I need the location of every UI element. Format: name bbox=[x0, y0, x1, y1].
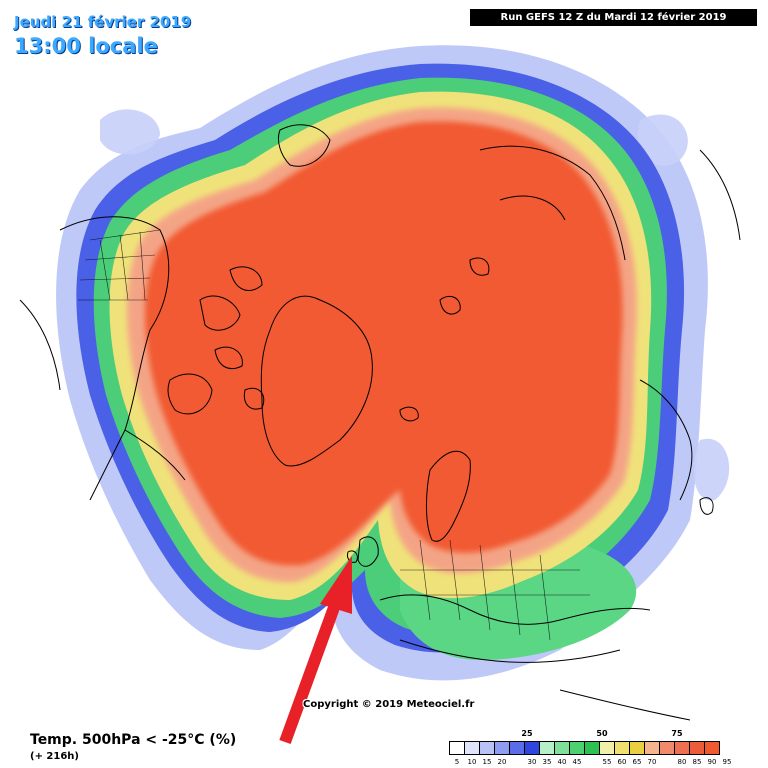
legend-swatch bbox=[704, 741, 720, 755]
legend-swatch bbox=[584, 741, 600, 755]
legend-minor-label: 45 bbox=[572, 758, 582, 766]
legend-swatch bbox=[689, 741, 705, 755]
legend-swatch bbox=[479, 741, 495, 755]
legend-minor-label: 30 bbox=[527, 758, 537, 766]
legend-minor-label: 95 bbox=[722, 758, 732, 766]
legend-swatch bbox=[674, 741, 690, 755]
legend-color-bar bbox=[449, 741, 720, 755]
red-arrow bbox=[279, 556, 352, 745]
legend-major-label: 25 bbox=[521, 729, 533, 738]
legend-swatch bbox=[569, 741, 585, 755]
legend-minor-label: 35 bbox=[542, 758, 552, 766]
core-zone bbox=[145, 121, 623, 566]
legend-swatch bbox=[509, 741, 525, 755]
legend-major-label: 75 bbox=[671, 729, 683, 738]
legend-minor-label: 65 bbox=[632, 758, 642, 766]
legend-minor-label: 40 bbox=[557, 758, 567, 766]
coastlines bbox=[19, 124, 741, 721]
forecast-time: 13:00 locale bbox=[14, 34, 158, 58]
legend-swatch bbox=[539, 741, 555, 755]
legend-minor-label: 60 bbox=[617, 758, 627, 766]
legend-swatch bbox=[554, 741, 570, 755]
legend-minor-label: 90 bbox=[707, 758, 717, 766]
color-legend: 25 50 75 5 10 15 20 30 35 40 45 55 60 65 70 80 85 90 95 bbox=[449, 729, 752, 766]
legend-minor-label: 15 bbox=[482, 758, 492, 766]
legend-swatch bbox=[449, 741, 465, 755]
legend-minor-label: 5 bbox=[454, 758, 460, 766]
copyright: Copyright © 2019 Meteociel.fr bbox=[303, 699, 475, 710]
legend-swatch bbox=[464, 741, 480, 755]
legend-swatch bbox=[629, 741, 645, 755]
legend-minor-label: 55 bbox=[602, 758, 612, 766]
internal-borders bbox=[78, 229, 590, 641]
legend-minor-label: 10 bbox=[467, 758, 477, 766]
outer-blue-patches bbox=[100, 109, 730, 501]
legend-swatch bbox=[494, 741, 510, 755]
legend-minor-label: 80 bbox=[677, 758, 687, 766]
legend-swatch bbox=[524, 741, 540, 755]
lead-time: (+ 216h) bbox=[30, 751, 79, 762]
legend-swatch bbox=[644, 741, 660, 755]
forecast-date: Jeudi 21 février 2019 bbox=[14, 13, 192, 31]
legend-minor-label: 20 bbox=[497, 758, 507, 766]
legend-minor-label: 85 bbox=[692, 758, 702, 766]
run-info: Run GEFS 12 Z du Mardi 12 février 2019 bbox=[470, 9, 757, 26]
legend-swatch bbox=[599, 741, 615, 755]
parameter-title: Temp. 500hPa < -25°C (%) bbox=[30, 732, 237, 748]
legend-major-label: 50 bbox=[596, 729, 608, 738]
legend-minor-label: 70 bbox=[647, 758, 657, 766]
legend-swatch bbox=[659, 741, 675, 755]
legend-swatch bbox=[614, 741, 630, 755]
